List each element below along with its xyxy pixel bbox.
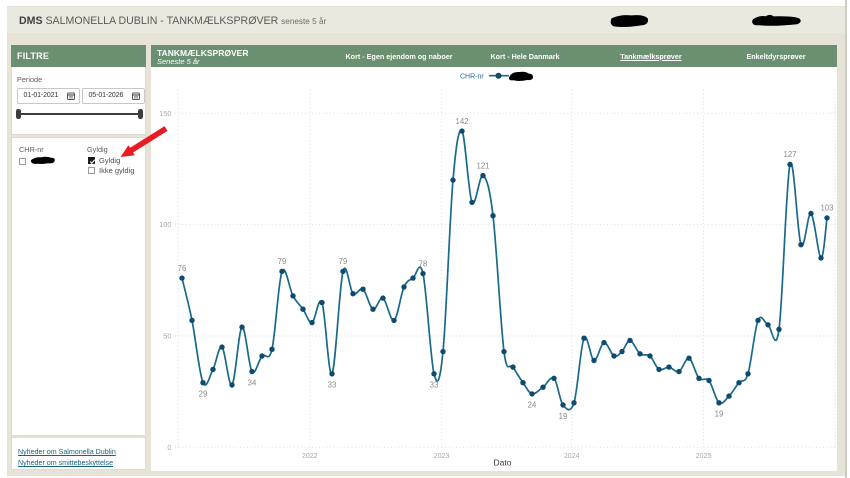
svg-text:78: 78 [419, 259, 428, 268]
svg-text:79: 79 [339, 257, 348, 266]
svg-text:50: 50 [163, 331, 171, 340]
svg-text:33: 33 [328, 380, 337, 389]
svg-text:19: 19 [559, 411, 568, 420]
svg-text:76: 76 [178, 263, 187, 272]
svg-text:24: 24 [528, 400, 537, 409]
svg-text:29: 29 [199, 389, 208, 398]
svg-text:2022: 2022 [302, 453, 318, 460]
svg-text:19: 19 [715, 409, 724, 418]
svg-text:33: 33 [430, 380, 439, 389]
svg-text:0: 0 [167, 442, 171, 451]
svg-text:100: 100 [159, 220, 171, 229]
svg-text:142: 142 [455, 116, 468, 125]
svg-text:CHR-nr: CHR-nr [460, 73, 484, 80]
svg-text:34: 34 [248, 378, 257, 387]
svg-text:2025: 2025 [696, 453, 712, 460]
svg-text:103: 103 [820, 203, 833, 212]
svg-text:Dato: Dato [494, 457, 512, 467]
svg-text:127: 127 [783, 150, 796, 159]
svg-text:121: 121 [476, 161, 489, 170]
svg-text:150: 150 [159, 108, 171, 117]
svg-text:79: 79 [278, 257, 287, 266]
svg-text:2024: 2024 [564, 453, 580, 460]
svg-text:2023: 2023 [434, 453, 450, 460]
